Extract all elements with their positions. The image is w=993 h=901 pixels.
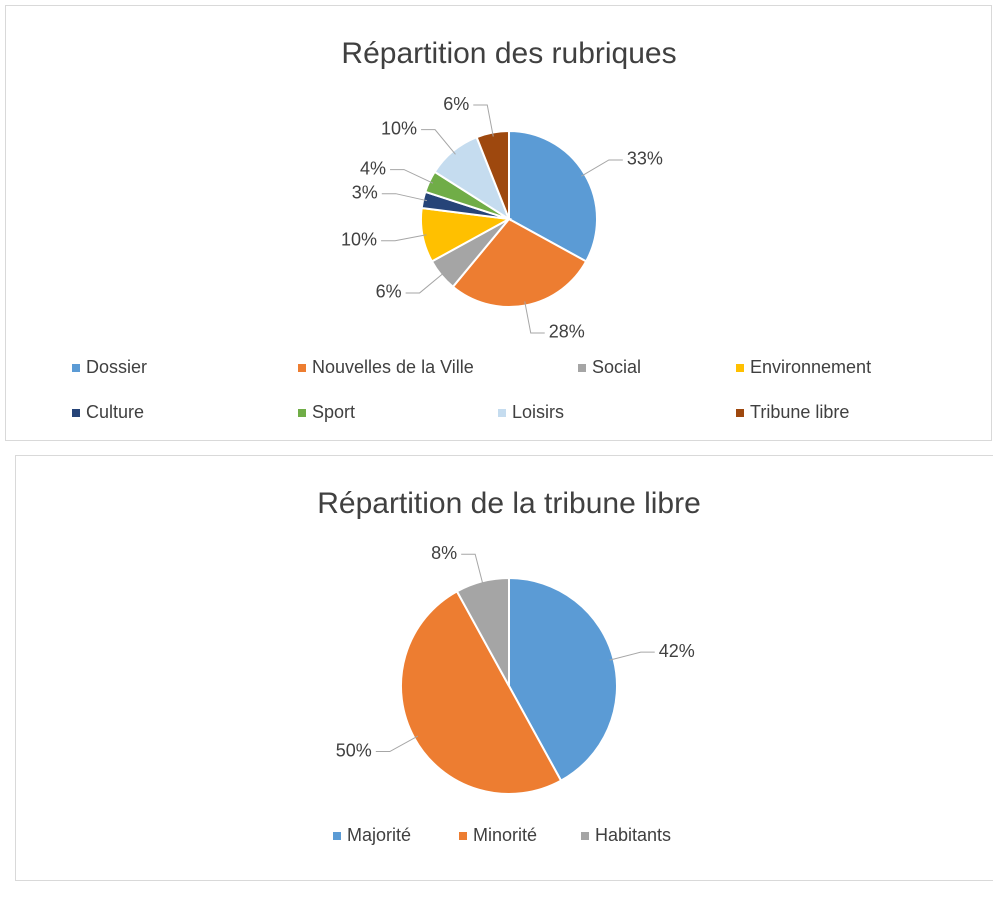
leader-line (473, 105, 493, 136)
legend-marker (72, 364, 80, 372)
legend-label: Dossier (86, 357, 147, 377)
data-label: 3% (352, 182, 378, 202)
data-label: 10% (381, 118, 417, 138)
legend-marker (736, 364, 744, 372)
data-label: 4% (360, 158, 386, 178)
legend-marker (736, 409, 744, 417)
legend-marker (578, 364, 586, 372)
leader-line (382, 194, 427, 201)
legend-label: Minorité (473, 825, 537, 845)
data-label: 8% (431, 543, 457, 563)
leader-line (376, 736, 418, 751)
legend-marker (72, 409, 80, 417)
legend-marker (498, 409, 506, 417)
legend-label: Environnement (750, 357, 871, 377)
leader-line (381, 235, 426, 241)
data-label: 50% (336, 740, 372, 760)
leader-line (525, 302, 545, 333)
legend-marker (298, 409, 306, 417)
leader-line (390, 170, 433, 184)
legend-label: Habitants (595, 825, 671, 845)
data-label: 10% (341, 229, 377, 249)
chart-title: Répartition des rubriques (341, 37, 676, 70)
legend-marker (298, 364, 306, 372)
legend-marker (459, 832, 467, 840)
leader-line (461, 554, 483, 585)
leader-line (421, 130, 455, 155)
data-label: 28% (549, 322, 585, 342)
legend-label: Tribune libre (750, 402, 849, 422)
data-label: 6% (376, 282, 402, 302)
chart-title: Répartition de la tribune libre (317, 487, 701, 520)
data-label: 33% (627, 149, 663, 169)
legend-label: Sport (312, 402, 355, 422)
legend-label: Social (592, 357, 641, 377)
legend-marker (333, 832, 341, 840)
legend-label: Culture (86, 402, 144, 422)
leader-line (581, 160, 623, 176)
data-label: 42% (659, 641, 695, 661)
legend-label: Loisirs (512, 402, 564, 422)
leader-line (406, 273, 445, 293)
data-label: 6% (443, 94, 469, 114)
legend-label: Nouvelles de la Ville (312, 357, 474, 377)
leader-line (610, 652, 655, 660)
legend-label: Majorité (347, 825, 411, 845)
legend-marker (581, 832, 589, 840)
